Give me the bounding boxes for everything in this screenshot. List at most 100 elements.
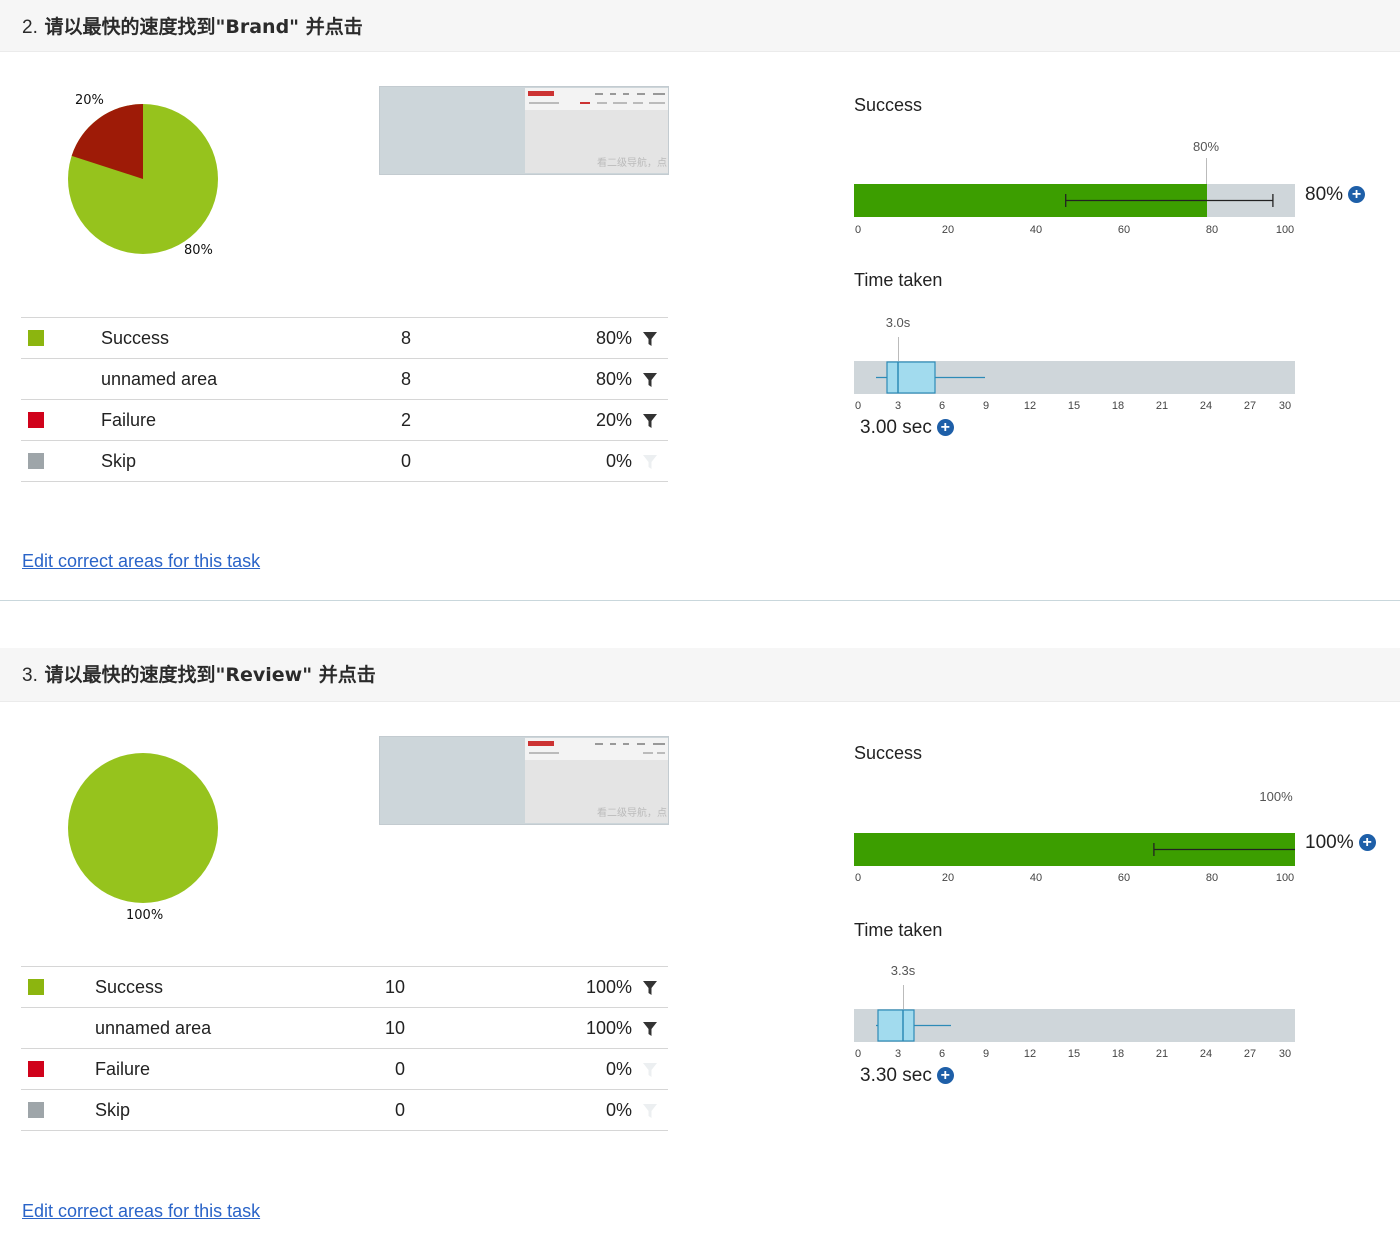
time-boxplot <box>876 1009 951 1042</box>
thumbnail-nav <box>623 743 629 745</box>
tick-label: 3 <box>894 400 902 412</box>
row-name: Skip <box>95 1099 131 1120</box>
expand-plus-icon[interactable]: + <box>936 419 954 436</box>
pct-cell: 0% <box>465 1049 668 1090</box>
filter-icon-disabled <box>643 1062 657 1077</box>
row-name: Failure <box>95 1058 151 1079</box>
heatmap-thumbnail[interactable]: 看二级导航，点 <box>379 736 669 825</box>
thumbnail-page: 看二级导航，点 <box>525 738 668 823</box>
pie-svg <box>68 753 218 903</box>
row-count: 0 <box>395 1058 406 1079</box>
row-pct: 0% <box>605 450 632 471</box>
tick-label: 100 <box>1275 224 1295 236</box>
time-marker-label: 3.0s <box>885 315 911 330</box>
time-value-text: 3.00 sec <box>860 417 932 438</box>
thumbnail-subnav <box>633 102 643 104</box>
heatmap-thumbnail[interactable]: 看二级导航，点 <box>379 86 669 175</box>
section-divider <box>0 600 1400 601</box>
thumbnail-nav <box>637 93 645 95</box>
row-count: 0 <box>395 1099 406 1120</box>
thumbnail-nav <box>595 743 603 745</box>
row-pct: 20% <box>595 409 632 430</box>
row-count: 2 <box>401 409 412 430</box>
thumbnail-subnav <box>597 102 607 104</box>
success-marker-label: 100% <box>1259 789 1293 804</box>
time-section-label: Time taken <box>854 920 943 940</box>
row-name: unnamed area <box>101 368 218 389</box>
table-row: unnamed area 10 100% <box>21 1007 668 1049</box>
table-row: Failure 0 0% <box>21 1048 668 1090</box>
thumbnail-nav <box>653 743 665 745</box>
tick-label: 60 <box>1117 224 1131 236</box>
filter-icon[interactable] <box>642 1021 658 1037</box>
success-value-text: 100% <box>1305 832 1354 853</box>
pct-cell: 100% <box>465 967 668 1008</box>
row-count: 8 <box>401 327 412 348</box>
skip-swatch <box>28 1101 44 1118</box>
edit-correct-areas-link[interactable]: Edit correct areas for this task <box>22 1201 261 1221</box>
thumbnail-page: 看二级导航，点 <box>525 88 668 173</box>
row-count: 0 <box>401 450 412 471</box>
filter-icon[interactable] <box>642 413 658 429</box>
tick-label: 15 <box>1067 1048 1081 1060</box>
swatch-cell <box>21 967 95 1008</box>
expand-plus-icon[interactable]: + <box>1358 834 1376 851</box>
filter-icon-disabled <box>643 1103 657 1118</box>
row-name: Success <box>95 976 164 997</box>
swatch-cell <box>21 400 101 441</box>
success-marker-label: 80% <box>1192 139 1220 154</box>
thumbnail-subnav <box>613 102 627 104</box>
table-row: unnamed area 8 80% <box>21 358 668 400</box>
swatch-cell <box>21 318 101 359</box>
result-pie-chart <box>60 744 230 914</box>
row-pct: 100% <box>585 1017 632 1038</box>
filter-icon[interactable] <box>642 980 658 996</box>
time-axis-ticks: 0 3 6 9 12 15 18 21 24 27 30 <box>854 1048 1295 1062</box>
thumbnail-nav <box>610 743 616 745</box>
tick-label: 20 <box>941 224 955 236</box>
expand-plus-icon[interactable]: + <box>1348 186 1366 203</box>
table-row: Skip 0 0% <box>21 1089 668 1131</box>
success-axis-ticks: 0 20 40 60 80 100 <box>854 224 1295 238</box>
tick-label: 9 <box>982 400 990 412</box>
tick-label: 27 <box>1243 400 1257 412</box>
tick-label: 60 <box>1117 872 1131 884</box>
result-table: Success 8 80% unnamed area 8 80% Failure… <box>21 317 668 482</box>
task-card: 2. 请以最快的速度找到"Brand" 并点击 20% 80% <box>0 0 1400 600</box>
tick-label: 24 <box>1199 1048 1213 1060</box>
filter-icon[interactable] <box>642 331 658 347</box>
thumbnail-watermark: 看二级导航，点 <box>597 808 667 819</box>
tick-label: 24 <box>1199 400 1213 412</box>
thumbnail-nav <box>623 93 629 95</box>
thumbnail-subnav <box>529 752 559 754</box>
swatch-cell <box>21 1049 95 1090</box>
tick-label: 30 <box>1278 1048 1292 1060</box>
table-row: Skip 0 0% <box>21 440 668 482</box>
time-value: 3.00 sec + <box>860 417 954 439</box>
success-confidence-interval <box>1065 194 1274 207</box>
pie-label-success: 80% <box>184 243 213 258</box>
time-marker-label: 3.3s <box>890 963 916 978</box>
result-table: Success 10 100% unnamed area 10 100% Fai… <box>21 966 668 1131</box>
thumbnail-subnav <box>657 752 665 754</box>
success-bar-track <box>854 184 1295 217</box>
pie-label-failure: 20% <box>75 93 104 108</box>
success-confidence-interval <box>1153 843 1295 856</box>
success-value: 80% + <box>1305 184 1366 206</box>
thumbnail-watermark: 看二级导航，点 <box>597 158 667 169</box>
filter-icon[interactable] <box>642 372 658 388</box>
time-value: 3.30 sec + <box>860 1065 954 1087</box>
row-count: 10 <box>385 1017 406 1038</box>
task-title-text: 请以最快的速度找到"Brand" 并点击 <box>44 16 363 38</box>
task-card: 3. 请以最快的速度找到"Review" 并点击 100% 看二级导航，点 <box>0 648 1400 1242</box>
pie-success-slice <box>68 753 218 903</box>
tick-label: 6 <box>938 400 946 412</box>
row-pct: 0% <box>605 1058 632 1079</box>
pct-cell: 0% <box>471 441 668 482</box>
row-name: Skip <box>101 450 137 471</box>
edit-correct-areas-link[interactable]: Edit correct areas for this task <box>22 551 261 571</box>
pct-cell: 20% <box>471 400 668 441</box>
pct-cell: 80% <box>471 359 668 400</box>
swatch-cell <box>21 1008 95 1049</box>
expand-plus-icon[interactable]: + <box>936 1067 954 1084</box>
